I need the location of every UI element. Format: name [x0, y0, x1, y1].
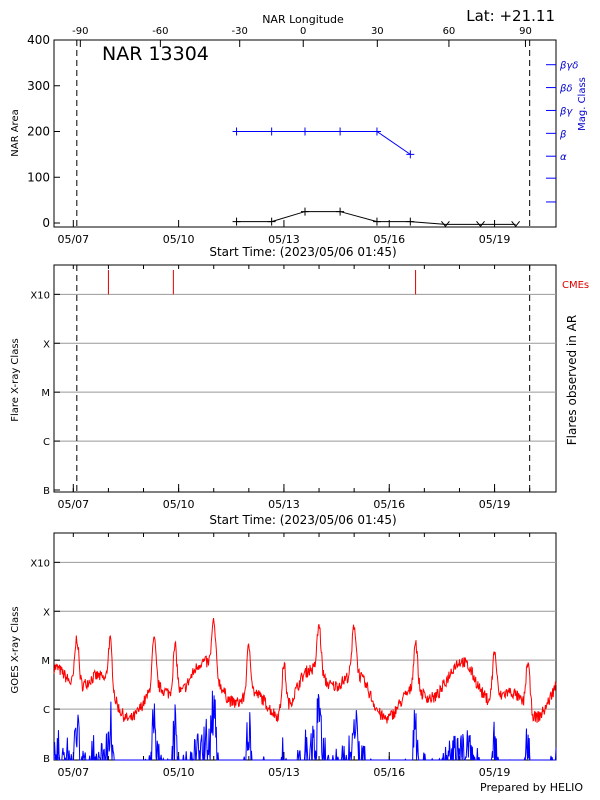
flares-y-tick-label: X: [43, 339, 50, 350]
flares-ticks-group: B C M X X10 05/07 05/10 05/13 05/16 05/19: [30, 265, 556, 511]
flares-y-tick-label: X10: [30, 290, 50, 301]
flares-y-tick-label: B: [43, 486, 50, 497]
goes-y-tick-label: B: [43, 754, 50, 765]
flares-x-tick-label: 05/07: [57, 498, 89, 511]
nar-top-tick-label: -90: [72, 26, 88, 37]
mag-class-label: α: [560, 152, 567, 163]
mag-class-axis-title: Mag. Class: [577, 77, 588, 131]
goes-short-series: [53, 690, 557, 762]
flares-marks-group: [76, 265, 531, 492]
goes-x-tick-label: 05/13: [268, 766, 300, 779]
nar-mag-class-point: [406, 150, 415, 159]
nar-area-point: [336, 207, 345, 216]
nar-area-panel: NAR 13304 NAR Longitude NAR Area Mag. Cl…: [10, 13, 588, 259]
flares-y-tick-label: M: [41, 388, 50, 399]
flares-y-tick-label: C: [43, 437, 50, 448]
nar-y-tick-label: 200: [27, 125, 50, 139]
goes-y-tick-label: M: [41, 656, 50, 667]
flares-x-tick-label: 05/19: [479, 498, 511, 511]
nar-top-tick-label: -60: [152, 26, 168, 37]
nar-area-down-marker: [511, 221, 521, 228]
goes-y-tick-label: C: [43, 705, 50, 716]
nar-mag-class-point: [372, 127, 381, 136]
nar-x-tick-label: 05/07: [57, 233, 89, 246]
goes-y-tick-label: X: [43, 607, 50, 618]
nar-series-mag-class: [236, 131, 411, 155]
nar-x-tick-label: 05/16: [373, 233, 405, 246]
nar-mag-class-point: [267, 127, 276, 136]
nar-top-tick-label: 30: [371, 26, 384, 37]
nar-top-tick-label: 90: [519, 26, 532, 37]
goes-y-tick-label: X10: [30, 558, 50, 569]
goes-y-axis-title: GOES X-ray Class: [10, 606, 21, 693]
nar-top-tick-label: 0: [300, 26, 306, 37]
mag-class-label: βγδ: [559, 61, 578, 72]
nar-x-tick-label: 05/19: [479, 233, 511, 246]
flares-right-axis-title: Flares observed in AR: [565, 315, 579, 445]
flares-x-tick-label: 05/16: [373, 498, 405, 511]
flares-panel: Flare X-ray Class Flares observed in AR …: [10, 264, 589, 527]
nar-mag-class-point: [336, 127, 345, 136]
nar-series-area-trailing: [410, 221, 516, 225]
goes-long-series: [53, 617, 557, 724]
nar-area-point: [232, 217, 241, 226]
nar-mag-class-point: [232, 127, 241, 136]
goes-marks-group: [53, 617, 557, 762]
nar-area-point: [267, 217, 276, 226]
nar-mag-class-point: [301, 127, 309, 136]
nar-y-tick-label: 0: [42, 216, 50, 230]
nar-top-tick-label: -30: [232, 26, 248, 37]
goes-x-tick-label: 05/16: [373, 766, 405, 779]
nar-x-tick-label: 05/10: [163, 233, 195, 246]
nar-y-tick-label: 400: [27, 33, 50, 47]
goes-x-tick-label: 05/19: [479, 766, 511, 779]
mag-class-label: βδ: [559, 84, 573, 95]
goes-frame: [53, 532, 557, 761]
nar-marks-group: [76, 40, 531, 228]
goes-ticks-group: B C M X X10 05/07 05/10 05/13 05/16 05/19: [30, 533, 556, 779]
flares-y-axis-title: Flare X-ray Class: [10, 338, 21, 422]
nar-x-tick-label: 05/13: [268, 233, 300, 246]
nar-top-tick-label: 60: [443, 26, 456, 37]
nar-top-axis-title: NAR Longitude: [262, 13, 344, 26]
goes-x-tick-label: 05/07: [57, 766, 89, 779]
flares-frame: [53, 264, 557, 493]
nar-area-down-marker: [441, 221, 450, 228]
nar-title: NAR 13304: [102, 43, 209, 65]
mag-class-label: β: [559, 129, 567, 140]
credit-label: Prepared by HELIO: [480, 781, 583, 794]
latitude-label: Lat: +21.11: [466, 7, 555, 25]
nar-x-axis-title: Start Time: (2023/05/06 01:45): [209, 245, 396, 259]
nar-area-y-axis-title: NAR Area: [10, 109, 21, 156]
goes-panel: GOES X-ray Class B C M X X10 05/07 05/10 05/13 0…: [10, 532, 557, 779]
cme-legend-label: CMEs: [562, 280, 589, 291]
flares-x-tick-label: 05/13: [268, 498, 300, 511]
nar-series-area: [236, 211, 411, 223]
nar-area-point: [301, 207, 309, 216]
nar-y-tick-label: 300: [27, 79, 50, 93]
nar-area-point: [372, 217, 381, 226]
flares-x-axis-title: Start Time: (2023/05/06 01:45): [209, 513, 396, 527]
flares-x-tick-label: 05/10: [163, 498, 195, 511]
goes-x-tick-label: 05/10: [163, 766, 195, 779]
nar-area-down-marker: [476, 221, 485, 228]
nar-y-tick-label: 100: [27, 170, 50, 184]
mag-class-label: βγ: [559, 106, 573, 117]
